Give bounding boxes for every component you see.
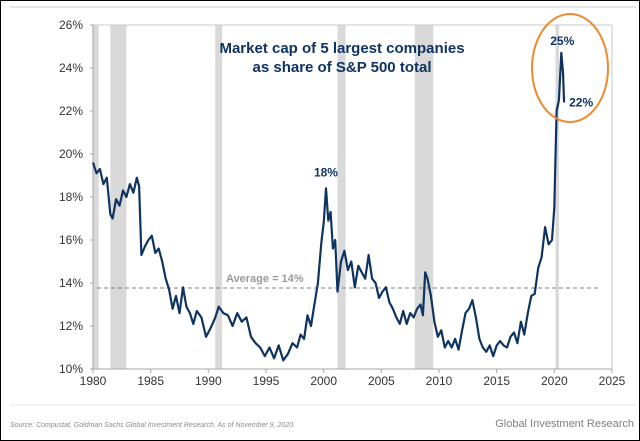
series-line — [91, 51, 566, 362]
series-group — [91, 51, 566, 362]
x-tick-label: 2025 — [599, 374, 626, 388]
y-tick-label: 22% — [59, 104, 83, 118]
recession-band — [110, 25, 127, 369]
recession-band — [414, 25, 434, 369]
average-label: Average = 14% — [226, 273, 304, 285]
x-tick-label: 2020 — [541, 374, 568, 388]
recession-band — [555, 25, 559, 369]
y-tick-label: 18% — [59, 190, 83, 204]
recession-bands — [93, 25, 559, 369]
x-tick-label: 2005 — [368, 374, 395, 388]
x-axis: 1980 1985 1990 1995 2000 2005 2010 2015 2020 2025 — [80, 369, 626, 388]
data-label: 25% — [550, 34, 574, 48]
recession-band — [215, 25, 223, 369]
x-tick-label: 1980 — [80, 374, 107, 388]
y-tick-label: 10% — [59, 362, 83, 376]
y-tick-label: 24% — [59, 61, 83, 75]
y-tick-label: 26% — [59, 18, 83, 32]
x-tick-label: 1995 — [253, 374, 280, 388]
data-label: 18% — [314, 165, 338, 179]
x-tick-label: 1990 — [195, 374, 222, 388]
x-tick-label: 2015 — [483, 374, 510, 388]
recession-band — [337, 25, 346, 369]
y-tick-label: 14% — [59, 276, 83, 290]
y-axis: 10% 12% 14% 16% 18% 20% 22% 24% 26% — [59, 18, 93, 376]
x-tick-label: 2010 — [426, 374, 453, 388]
source-note: Source: Compustat, Goldman Sachs Global … — [10, 422, 295, 429]
data-label: 22% — [569, 95, 593, 109]
annotations: 18% 25% 22% — [314, 34, 594, 179]
y-tick-label: 16% — [59, 233, 83, 247]
average-line-group: Average = 14% — [97, 273, 598, 289]
y-tick-label: 20% — [59, 147, 83, 161]
x-tick-label: 2000 — [310, 374, 337, 388]
y-tick-label: 12% — [59, 319, 83, 333]
chart-title-line-2: as share of S&P 500 total — [253, 59, 432, 76]
highlight-ellipse — [531, 13, 609, 123]
brand-label: Global Investment Research — [495, 418, 634, 430]
chart-title-line-1: Market cap of 5 largest companies — [219, 40, 464, 57]
x-tick-label: 1985 — [137, 374, 164, 388]
recession-band — [93, 25, 99, 369]
plot-frame — [92, 24, 613, 370]
